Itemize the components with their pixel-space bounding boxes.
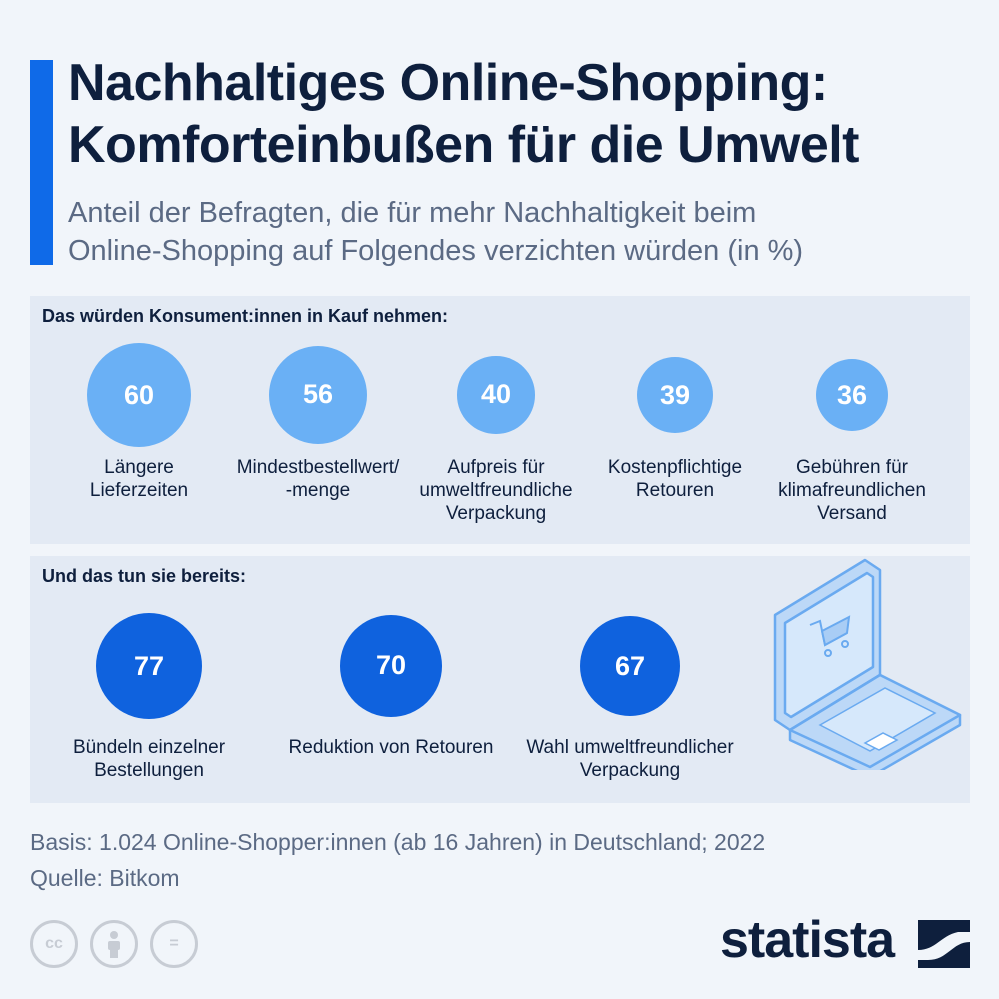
already-panel-heading: Und das tun sie bereits: (42, 566, 247, 586)
category-label: Wahl umweltfreundlicher Verpackung (526, 737, 734, 781)
category-label: Längere Lieferzeiten (89, 457, 189, 501)
value-bubble: 36 (816, 359, 888, 431)
value-bubble: 67 (580, 616, 680, 716)
license-icons: cc = (30, 920, 198, 968)
category-label: Mindestbestellwert/-menge (236, 457, 400, 501)
footer-source: Quelle: Bitkom (30, 865, 180, 891)
value-bubble: 70 (340, 615, 442, 717)
statista-logo-icon[interactable] (918, 920, 970, 968)
subtitle-line-1: Anteil der Befragten, die für mehr Nachh… (68, 197, 757, 229)
bubble-item: 56 Mindestbestellwert/-menge (223, 296, 413, 544)
bubble-item: 39 Kostenpflichtige Retouren (580, 296, 770, 544)
nd-icon[interactable]: = (150, 920, 198, 968)
value-bubble: 60 (87, 343, 191, 447)
title-line-2: Komforteinbußen für die Umwelt (68, 116, 860, 174)
value-bubble: 77 (96, 613, 202, 719)
bubble-item: 36 Gebühren für klimafreundlichen Versand (757, 296, 947, 544)
bubble-item: 70 Reduktion von Retouren (261, 556, 521, 803)
subtitle-line-2: Online-Shopping auf Folgendes verzichten… (68, 235, 804, 267)
laptop-cart-illustration (773, 558, 962, 770)
category-label: Reduktion von Retouren (288, 737, 494, 758)
bubble-item: 77 Bündeln einzelner Bestellungen (19, 556, 279, 803)
accept-panel-heading: Das würden Konsument:innen in Kauf nehme… (42, 306, 449, 326)
accept-panel: Das würden Konsument:innen in Kauf nehme… (30, 296, 970, 544)
category-label: Aufpreis für umweltfreundliche Verpackung (419, 457, 573, 524)
value-bubble: 56 (268, 345, 368, 445)
title-line-1: Nachhaltiges Online-Shopping: (68, 54, 828, 112)
category-label: Gebühren für klimafreundlichen Versand (778, 457, 926, 524)
footer-basis: Basis: 1.024 Online-Shopper:innen (ab 16… (30, 829, 766, 855)
category-label: Bündeln einzelner Bestellungen (72, 737, 226, 781)
category-label: Kostenpflichtige Retouren (607, 457, 743, 501)
by-icon[interactable] (90, 920, 138, 968)
statista-logo-text[interactable]: statista (720, 911, 895, 969)
accent-bar (30, 60, 53, 265)
bubble-item: 60 Längere Lieferzeiten (44, 296, 234, 544)
cc-icon[interactable]: cc (30, 920, 78, 968)
bubble-item: 67 Wahl umweltfreundlicher Verpackung (500, 556, 760, 803)
bubble-item: 40 Aufpreis für umweltfreundliche Verpackun… (401, 296, 591, 544)
page-title: Nachhaltiges Online-Shopping: Komfortein… (68, 52, 988, 176)
page-subtitle: Anteil der Befragten, die für mehr Nachh… (68, 194, 968, 270)
value-bubble: 40 (457, 356, 535, 434)
footer-notes: Basis: 1.024 Online-Shopper:innen (ab 16… (30, 824, 765, 896)
value-bubble: 39 (637, 357, 713, 433)
